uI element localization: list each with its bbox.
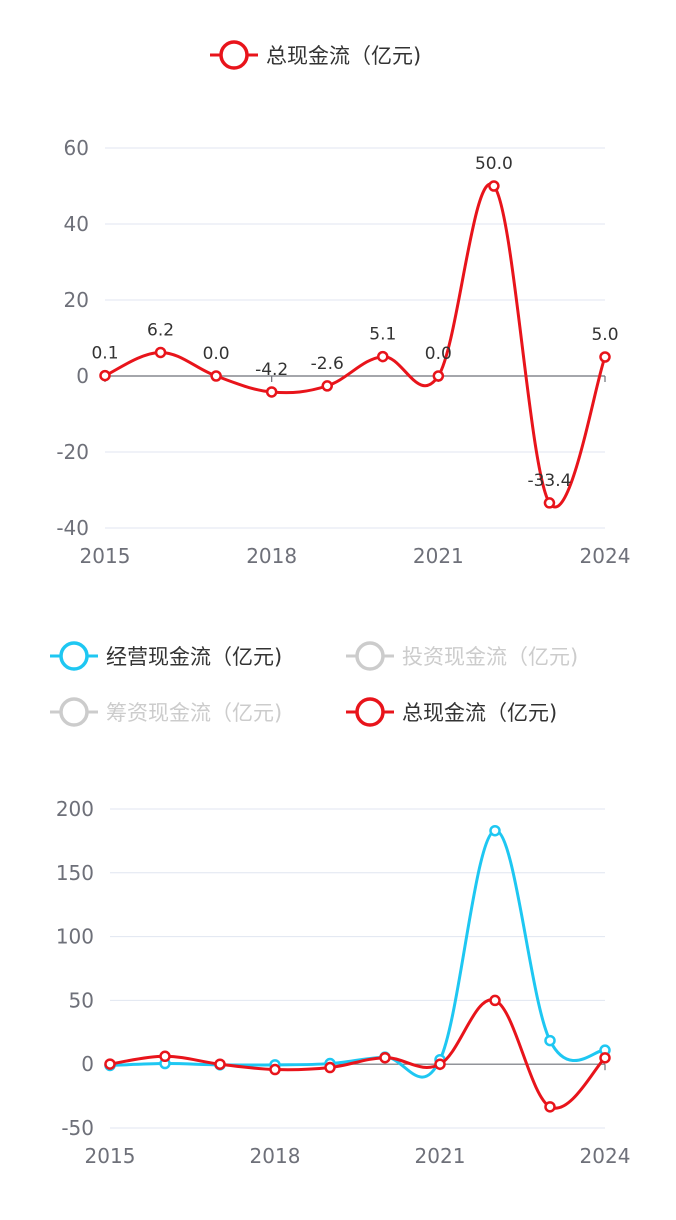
legend-circle-icon <box>59 697 89 727</box>
legend-circle-icon <box>59 641 89 671</box>
data-point[interactable] <box>434 1058 446 1070</box>
legend-circle-icon <box>355 697 385 727</box>
legend-item-1[interactable]: 投资现金流（亿元) <box>346 641 578 671</box>
data-point[interactable] <box>154 346 167 359</box>
x-tick-label: 2021 <box>415 1144 466 1168</box>
data-point[interactable] <box>379 1051 391 1064</box>
x-tick-label: 2018 <box>250 1144 301 1168</box>
series-line <box>109 829 606 1079</box>
data-point[interactable] <box>99 369 111 382</box>
y-tick-label: 0 <box>76 364 89 388</box>
legend-label: 总现金流（亿元) <box>266 44 421 68</box>
series-line <box>109 998 607 1110</box>
data-point[interactable] <box>324 1061 336 1074</box>
legend-label: 经营现金流（亿元) <box>106 645 282 669</box>
data-point[interactable] <box>210 370 222 382</box>
legend-item-3[interactable]: 总现金流（亿元) <box>346 697 557 727</box>
y-tick-label: -50 <box>61 1116 94 1140</box>
legend-item-0[interactable]: 经营现金流（亿元) <box>50 641 282 671</box>
chart-2-cashflow-breakdown: 经营现金流（亿元) 投资现金流（亿元) 筹资现金流（亿元) 总现金流（亿元) 200 15… <box>50 641 631 1168</box>
data-label: 5.0 <box>591 325 618 345</box>
x-tick-label: 2024 <box>580 544 631 568</box>
y-tick-label: -40 <box>56 516 89 540</box>
data-label: -33.4 <box>527 471 571 491</box>
legend-circle-icon <box>219 40 249 70</box>
data-label: -4.2 <box>255 360 288 380</box>
x-tick-label: 2015 <box>80 544 131 568</box>
y-tick-label: -20 <box>56 440 89 464</box>
legend-label: 筹资现金流（亿元) <box>106 701 282 725</box>
series-line <box>104 182 607 509</box>
data-label: -2.6 <box>311 354 344 374</box>
data-label: 6.2 <box>147 320 174 340</box>
legend-label: 总现金流（亿元) <box>402 701 557 725</box>
data-point[interactable] <box>488 180 500 192</box>
legend-label: 投资现金流（亿元) <box>402 645 578 669</box>
data-point[interactable] <box>321 380 333 392</box>
data-point[interactable] <box>599 351 611 363</box>
y-tick-label: 50 <box>69 988 94 1012</box>
data-label: 5.1 <box>369 325 396 345</box>
data-point[interactable] <box>489 824 501 837</box>
x-tick-label: 2015 <box>85 1144 136 1168</box>
data-point[interactable] <box>544 1101 556 1113</box>
data-point[interactable] <box>377 350 389 363</box>
legend-item-2[interactable]: 筹资现金流（亿元) <box>50 697 282 727</box>
y-tick-label: 100 <box>56 925 94 949</box>
legend-item-0[interactable]: 总现金流（亿元) <box>210 40 421 70</box>
x-tick-label: 2021 <box>413 544 464 568</box>
data-label: 0.0 <box>425 344 452 364</box>
data-label: 0.0 <box>203 344 230 364</box>
data-point[interactable] <box>159 1050 171 1063</box>
y-tick-label: 60 <box>64 136 89 160</box>
data-point[interactable] <box>544 1034 556 1047</box>
data-point[interactable] <box>265 386 278 398</box>
data-point[interactable] <box>543 497 556 509</box>
data-point[interactable] <box>269 1063 281 1076</box>
data-point[interactable] <box>432 370 445 382</box>
x-tick-label: 2018 <box>246 544 297 568</box>
data-point[interactable] <box>214 1058 226 1070</box>
x-tick-label: 2024 <box>580 1144 631 1168</box>
y-tick-label: 0 <box>81 1052 94 1076</box>
y-tick-label: 200 <box>56 797 94 821</box>
y-tick-label: 20 <box>64 288 89 312</box>
legend-circle-icon <box>355 641 385 671</box>
y-tick-label: 150 <box>56 861 94 885</box>
data-point[interactable] <box>489 994 501 1007</box>
data-label: 0.1 <box>91 344 118 364</box>
chart-1-total-cashflow: 总现金流（亿元) 60 40 20 0 -20 -40 2015 2018 2021 2024 0.1… <box>56 40 631 568</box>
data-label: 50.0 <box>475 154 513 174</box>
y-tick-label: 40 <box>64 212 89 236</box>
data-point[interactable] <box>104 1058 116 1070</box>
data-point[interactable] <box>599 1052 611 1064</box>
